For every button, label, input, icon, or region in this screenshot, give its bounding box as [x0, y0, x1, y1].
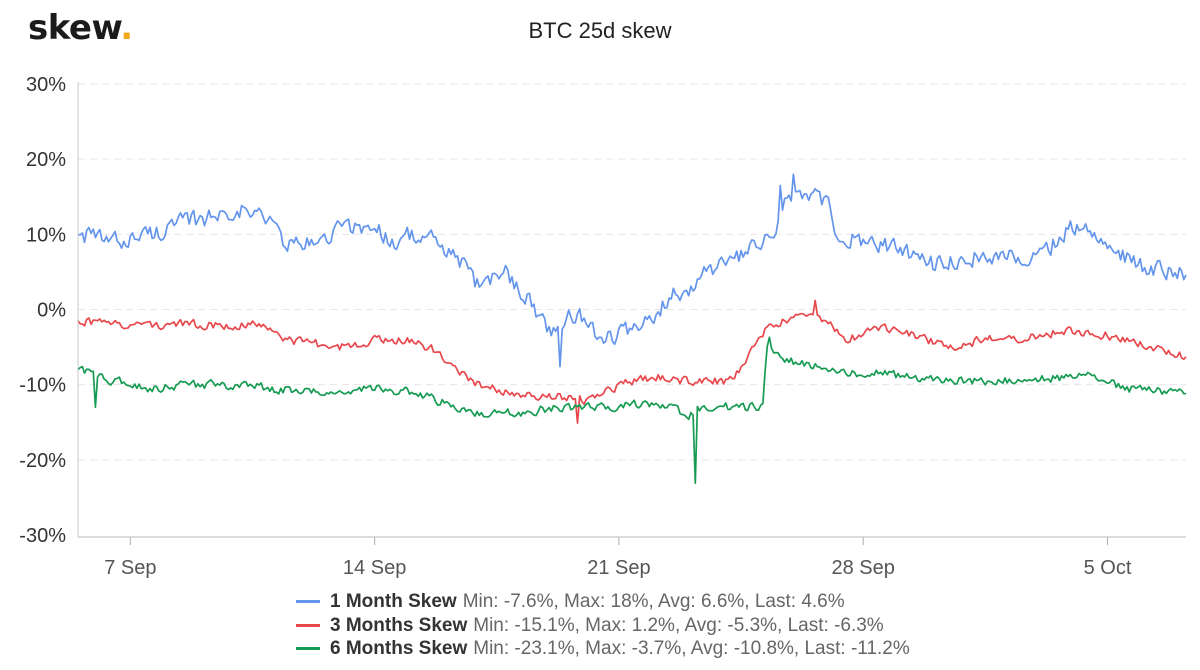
legend: 1 Month Skew Min: -7.6%, Max: 18%, Avg: 6…	[296, 590, 910, 661]
y-tick-label: -10%	[19, 375, 66, 397]
chart: BTC 25d skew 30% 20% 10% 0% -10% -20% -30% 7 S…	[19, 18, 1187, 579]
logo-text: skew	[28, 8, 121, 48]
series-line-2	[77, 299, 1187, 424]
legend-series-name: 6 Months Skew	[330, 638, 468, 659]
x-tick-label: 21 Sep	[587, 557, 650, 579]
legend-series-stats: Min: -15.1%, Max: 1.2%, Avg: -5.3%, Last…	[473, 614, 884, 636]
series-line-1	[77, 173, 1187, 368]
x-tick-label: 7 Sep	[104, 557, 156, 579]
y-tick-label: 0%	[37, 300, 66, 322]
logo-dot: .	[120, 8, 133, 48]
y-tick-label: 10%	[26, 224, 66, 246]
series-lines	[77, 173, 1187, 484]
x-tick-label: 5 Oct	[1084, 557, 1132, 579]
legend-series-name: 3 Months Skew	[330, 614, 468, 636]
legend-series-stats: Min: -23.1%, Max: -3.7%, Avg: -10.8%, La…	[473, 638, 910, 659]
chart-title: BTC 25d skew	[528, 18, 671, 43]
y-axis-ticks: 30% 20% 10% 0% -10% -20% -30%	[19, 74, 66, 547]
series-line-3	[77, 336, 1187, 484]
y-tick-label: 30%	[26, 74, 66, 96]
legend-swatch	[296, 623, 320, 627]
x-axis-ticks: 7 Sep 14 Sep 21 Sep 28 Sep 5 Oct	[104, 537, 1132, 579]
legend-series-stats: Min: -7.6%, Max: 18%, Avg: 6.6%, Last: 4…	[462, 591, 845, 612]
legend-swatch	[296, 647, 320, 651]
y-tick-label: -30%	[19, 525, 66, 547]
legend-swatch	[296, 600, 320, 604]
legend-item[interactable]: 3 Months Skew Min: -15.1%, Max: 1.2%, Avg…	[296, 614, 910, 638]
legend-series-name: 1 Month Skew	[330, 591, 457, 612]
x-tick-label: 28 Sep	[832, 557, 895, 579]
y-tick-label: 20%	[26, 149, 66, 171]
legend-item[interactable]: 6 Months Skew Min: -23.1%, Max: -3.7%, Av…	[296, 637, 910, 661]
y-tick-label: -20%	[19, 450, 66, 472]
skew-logo: skew.	[28, 8, 133, 48]
legend-item[interactable]: 1 Month Skew Min: -7.6%, Max: 18%, Avg: 6…	[296, 590, 910, 614]
x-tick-label: 14 Sep	[343, 557, 406, 579]
